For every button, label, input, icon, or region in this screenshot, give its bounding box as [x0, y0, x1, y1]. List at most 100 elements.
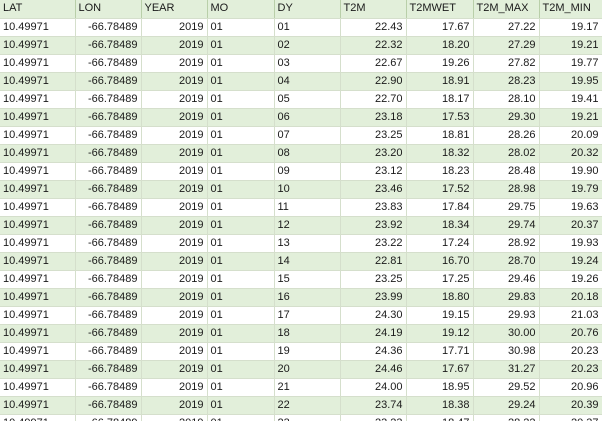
- cell-t2m-max[interactable]: 28.22: [473, 414, 540, 421]
- cell-t2m[interactable]: 24.30: [340, 306, 407, 325]
- cell-dy[interactable]: 20: [274, 360, 341, 379]
- cell-t2m-max[interactable]: 28.23: [473, 72, 540, 91]
- cell-t2m-max[interactable]: 28.10: [473, 90, 540, 109]
- cell-t2m-min[interactable]: 21.03: [539, 306, 602, 325]
- cell-t2mwet[interactable]: 18.81: [406, 126, 474, 145]
- cell-dy[interactable]: 14: [274, 252, 341, 271]
- cell-t2m[interactable]: 23.25: [340, 270, 407, 289]
- cell-mo[interactable]: 01: [207, 90, 275, 109]
- cell-lon[interactable]: -66.78489: [75, 342, 142, 361]
- cell-t2m[interactable]: 23.22: [340, 234, 407, 253]
- cell-t2m-max[interactable]: 30.98: [473, 342, 540, 361]
- cell-lon[interactable]: -66.78489: [75, 216, 142, 235]
- cell-lon[interactable]: -66.78489: [75, 324, 142, 343]
- cell-dy[interactable]: 04: [274, 72, 341, 91]
- cell-dy[interactable]: 05: [274, 90, 341, 109]
- cell-mo[interactable]: 01: [207, 306, 275, 325]
- cell-lat[interactable]: 10.49971: [0, 90, 76, 109]
- cell-t2m-min[interactable]: 20.23: [539, 342, 602, 361]
- cell-lon[interactable]: -66.78489: [75, 180, 142, 199]
- cell-dy[interactable]: 11: [274, 198, 341, 217]
- cell-t2m-min[interactable]: 19.26: [539, 270, 602, 289]
- cell-year[interactable]: 2019: [141, 414, 208, 421]
- column-header-lat[interactable]: LAT: [0, 0, 76, 19]
- cell-dy[interactable]: 07: [274, 126, 341, 145]
- cell-lon[interactable]: -66.78489: [75, 54, 142, 73]
- cell-t2mwet[interactable]: 18.47: [406, 414, 474, 421]
- cell-lat[interactable]: 10.49971: [0, 234, 76, 253]
- cell-year[interactable]: 2019: [141, 306, 208, 325]
- column-header-t2m-min[interactable]: T2M_MIN: [539, 0, 602, 19]
- cell-year[interactable]: 2019: [141, 108, 208, 127]
- cell-t2mwet[interactable]: 18.32: [406, 144, 474, 163]
- cell-t2mwet[interactable]: 19.26: [406, 54, 474, 73]
- cell-t2mwet[interactable]: 18.91: [406, 72, 474, 91]
- cell-t2m-max[interactable]: 29.24: [473, 396, 540, 415]
- cell-t2m-max[interactable]: 27.22: [473, 18, 540, 37]
- cell-dy[interactable]: 15: [274, 270, 341, 289]
- cell-lat[interactable]: 10.49971: [0, 288, 76, 307]
- cell-t2m[interactable]: 23.99: [340, 288, 407, 307]
- cell-mo[interactable]: 01: [207, 270, 275, 289]
- cell-t2mwet[interactable]: 17.25: [406, 270, 474, 289]
- cell-t2m-max[interactable]: 29.52: [473, 378, 540, 397]
- cell-t2mwet[interactable]: 18.38: [406, 396, 474, 415]
- cell-t2m[interactable]: 23.46: [340, 180, 407, 199]
- cell-t2mwet[interactable]: 18.95: [406, 378, 474, 397]
- cell-lon[interactable]: -66.78489: [75, 234, 142, 253]
- cell-t2m[interactable]: 24.00: [340, 378, 407, 397]
- cell-t2m-min[interactable]: 19.79: [539, 180, 602, 199]
- cell-year[interactable]: 2019: [141, 270, 208, 289]
- cell-mo[interactable]: 01: [207, 180, 275, 199]
- cell-t2m[interactable]: 22.81: [340, 252, 407, 271]
- cell-year[interactable]: 2019: [141, 90, 208, 109]
- cell-t2m-min[interactable]: 20.09: [539, 126, 602, 145]
- cell-year[interactable]: 2019: [141, 72, 208, 91]
- cell-lat[interactable]: 10.49971: [0, 396, 76, 415]
- column-header-year[interactable]: YEAR: [141, 0, 208, 19]
- cell-lon[interactable]: -66.78489: [75, 360, 142, 379]
- cell-year[interactable]: 2019: [141, 342, 208, 361]
- cell-t2mwet[interactable]: 17.71: [406, 342, 474, 361]
- cell-t2m-max[interactable]: 31.27: [473, 360, 540, 379]
- cell-mo[interactable]: 01: [207, 288, 275, 307]
- cell-t2m[interactable]: 23.74: [340, 396, 407, 415]
- cell-mo[interactable]: 01: [207, 54, 275, 73]
- cell-t2m-max[interactable]: 28.26: [473, 126, 540, 145]
- cell-year[interactable]: 2019: [141, 324, 208, 343]
- cell-year[interactable]: 2019: [141, 126, 208, 145]
- cell-lat[interactable]: 10.49971: [0, 270, 76, 289]
- cell-t2mwet[interactable]: 19.12: [406, 324, 474, 343]
- cell-year[interactable]: 2019: [141, 18, 208, 37]
- cell-t2mwet[interactable]: 17.24: [406, 234, 474, 253]
- cell-t2m[interactable]: 22.43: [340, 18, 407, 37]
- cell-year[interactable]: 2019: [141, 288, 208, 307]
- cell-t2m[interactable]: 22.67: [340, 54, 407, 73]
- column-header-t2m[interactable]: T2M: [340, 0, 407, 19]
- cell-year[interactable]: 2019: [141, 234, 208, 253]
- cell-lon[interactable]: -66.78489: [75, 36, 142, 55]
- cell-t2m-max[interactable]: 28.92: [473, 234, 540, 253]
- cell-dy[interactable]: 19: [274, 342, 341, 361]
- cell-dy[interactable]: 03: [274, 54, 341, 73]
- cell-lon[interactable]: -66.78489: [75, 396, 142, 415]
- column-header-mo[interactable]: MO: [207, 0, 275, 19]
- cell-t2m-min[interactable]: 19.17: [539, 18, 602, 37]
- cell-t2mwet[interactable]: 18.23: [406, 162, 474, 181]
- cell-mo[interactable]: 01: [207, 324, 275, 343]
- cell-t2mwet[interactable]: 17.67: [406, 18, 474, 37]
- cell-lat[interactable]: 10.49971: [0, 342, 76, 361]
- cell-t2m-max[interactable]: 30.00: [473, 324, 540, 343]
- cell-lat[interactable]: 10.49971: [0, 144, 76, 163]
- cell-t2m-min[interactable]: 19.41: [539, 90, 602, 109]
- cell-year[interactable]: 2019: [141, 162, 208, 181]
- cell-t2m-min[interactable]: 19.90: [539, 162, 602, 181]
- cell-year[interactable]: 2019: [141, 180, 208, 199]
- cell-year[interactable]: 2019: [141, 198, 208, 217]
- cell-t2m-max[interactable]: 28.48: [473, 162, 540, 181]
- cell-lon[interactable]: -66.78489: [75, 306, 142, 325]
- cell-t2m[interactable]: 23.12: [340, 162, 407, 181]
- cell-lat[interactable]: 10.49971: [0, 360, 76, 379]
- cell-lat[interactable]: 10.49971: [0, 72, 76, 91]
- cell-lat[interactable]: 10.49971: [0, 126, 76, 145]
